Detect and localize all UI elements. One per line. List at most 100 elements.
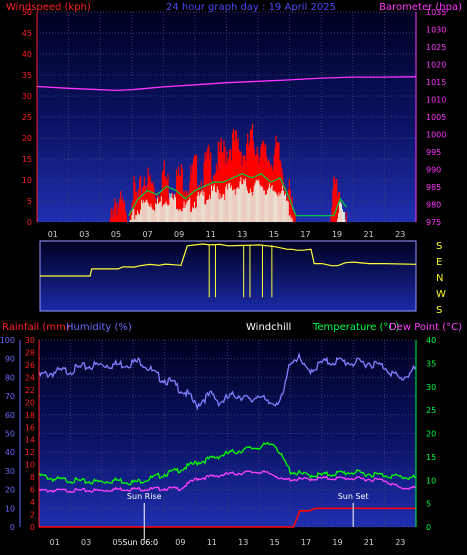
humidity-tick-label: 60: [5, 411, 15, 420]
barometer-line-path: [36, 76, 417, 92]
barometer-tick-label: 1010: [426, 96, 446, 105]
barometer-tick-label: 1025: [426, 43, 446, 52]
rainfall-tick-label: 16: [25, 423, 35, 432]
upper-hour-label: 05: [111, 230, 121, 239]
windspeed-tick-label: 40: [22, 50, 32, 59]
upper-hour-label: 07: [142, 230, 152, 239]
humidity-line: [38, 352, 417, 411]
temperature-tick-label: 10: [426, 476, 436, 485]
lower-hour-label: 15: [270, 538, 280, 547]
humidity-tick-label: 20: [5, 486, 15, 495]
windspeed-tick-label: 10: [22, 176, 32, 185]
direction-label-e: E: [436, 257, 442, 268]
windspeed-tick-label: 45: [22, 29, 32, 38]
windspeed-tick-label: 5: [27, 197, 32, 206]
temperature-tick-label: 0: [426, 523, 431, 532]
lower-axis-ticks: 0102030405060708090100024681012141618202…: [0, 336, 436, 532]
wind-bars: [109, 123, 347, 222]
direction-plot-area: [39, 240, 417, 312]
lower-hour-label: 03: [81, 538, 91, 547]
rainfall-tick-label: 6: [30, 486, 35, 495]
lower-hour-label: 05: [112, 538, 122, 547]
temperature-tick-label: 5: [426, 500, 431, 509]
upper-hour-label: 09: [174, 230, 184, 239]
barometer-ticks: 975 980 985 990 995 1000 1005 1010 1015 1020 1025 1…: [426, 8, 446, 227]
direction-label-n: N: [436, 273, 443, 284]
barometer-tick-label: 990: [426, 166, 441, 175]
rainfall-tick-label: 0: [30, 523, 35, 532]
rainfall-tick-label: 10: [25, 461, 35, 470]
lower-hour-label: 01: [50, 538, 60, 547]
humidity-tick-label: 30: [5, 467, 15, 476]
upper-hour-ticks: 01 03 05 07 09 11 13 15 17 19 21 23: [48, 230, 406, 239]
lower-hour-label: 19: [332, 538, 342, 547]
upper-hour-label: 11: [206, 230, 216, 239]
temperature-tick-label: 40: [426, 336, 436, 345]
rainfall-tick-label: 28: [25, 348, 35, 357]
direction-label-s: S: [436, 305, 442, 316]
humidity-tick-label: 50: [5, 430, 15, 439]
barometer-tick-label: 1005: [426, 113, 446, 122]
rainfall-tick-label: 14: [25, 436, 35, 445]
sun-annotations: Sun Rise Sun Set Sun 06:0: [122, 492, 368, 547]
windspeed-tick-label: 25: [22, 113, 32, 122]
barometer-axis-title: Barometer (hpa): [379, 2, 462, 13]
barometer-tick-label: 980: [426, 201, 441, 210]
upper-hour-label: 23: [395, 230, 405, 239]
temperature-tick-label: 35: [426, 359, 436, 368]
sunrise-label: Sun Rise: [127, 492, 162, 501]
lower-hour-label: 13: [238, 538, 248, 547]
dewpoint-line: [38, 470, 417, 494]
humidity-tick-label: 0: [10, 523, 15, 532]
upper-hour-label: 21: [364, 230, 374, 239]
upper-hour-label: 13: [237, 230, 247, 239]
rainfall-axis-title: Rainfall (mm): [2, 322, 70, 333]
rainfall-tick-label: 30: [25, 336, 35, 345]
barometer-tick-label: 985: [426, 183, 441, 192]
temperature-tick-label: 20: [426, 430, 436, 439]
rainfall-tick-label: 20: [25, 398, 35, 407]
direction-label-s: S: [436, 241, 442, 252]
rainfall-tick-label: 12: [25, 448, 35, 457]
upper-hour-label: 01: [48, 230, 58, 239]
windspeed-tick-label: 50: [22, 8, 32, 17]
windspeed-tick-label: 15: [22, 155, 32, 164]
lower-hour-ticks: 01 03 05 09 11 13 15 17 19 21 23: [50, 538, 406, 547]
windspeed-tick-label: 20: [22, 134, 32, 143]
humidity-axis-title: Humidity (%): [66, 322, 132, 333]
wind-direction-line: [40, 243, 417, 298]
windspeed-axis-title: Windspeed (kph): [6, 2, 91, 13]
upper-hour-label: 15: [269, 230, 279, 239]
upper-hour-label: 03: [79, 230, 89, 239]
lower-hour-label: 17: [301, 538, 311, 547]
lower-hour-label: 09: [175, 538, 185, 547]
humidity-tick-label: 40: [5, 448, 15, 457]
lower-hour-label: 11: [207, 538, 217, 547]
barometer-tick-label: 1015: [426, 78, 446, 87]
humidity-tick-label: 100: [0, 336, 15, 345]
temp-humidity-chart: 0102030405060708090100024681012141618202…: [0, 336, 436, 547]
barometer-line: [36, 76, 417, 92]
rainfall-tick-label: 22: [25, 386, 35, 395]
barometer-tick-label: 1000: [426, 131, 446, 140]
barometer-tick-label: 975: [426, 218, 441, 227]
barometer-tick-label: 1035: [426, 8, 446, 17]
windspeed-tick-label: 35: [22, 71, 32, 80]
sunrise-time-label: Sun 06:0: [122, 538, 158, 547]
barometer-tick-label: 1020: [426, 61, 446, 70]
lower-hour-label: 23: [395, 538, 405, 547]
rainfall-tick-label: 18: [25, 411, 35, 420]
direction-label-w: W: [436, 289, 446, 300]
rainfall-tick-label: 24: [25, 373, 35, 382]
temperature-tick-label: 30: [426, 383, 436, 392]
rainfall-line: [39, 507, 416, 528]
graph-title: 24 hour graph day : 19 April 2025: [166, 2, 336, 13]
upper-hour-label: 17: [300, 230, 310, 239]
upper-hour-label: 19: [332, 230, 342, 239]
dewpoint-axis-title: Dew Point (°C): [389, 322, 462, 333]
windchill-label: Windchill: [246, 322, 291, 333]
lower-hour-label: 21: [364, 538, 374, 547]
